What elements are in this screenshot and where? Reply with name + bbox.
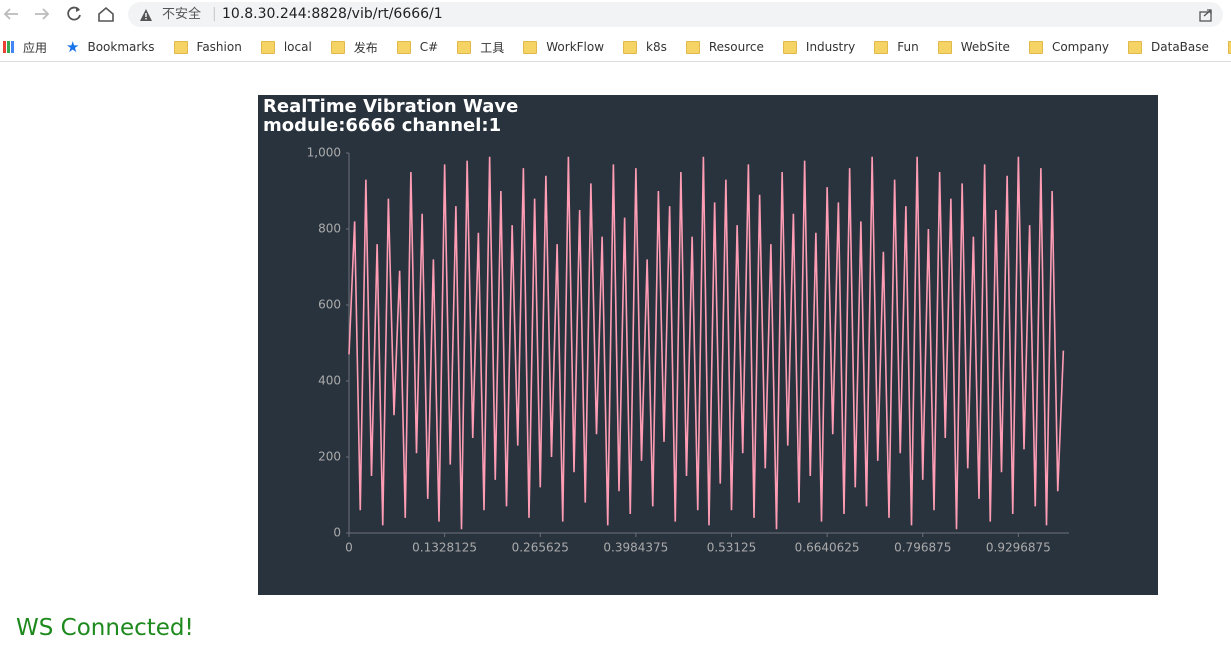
bookmark-label: DataBase bbox=[1151, 40, 1209, 54]
bookmark[interactable]: 应用 bbox=[3, 39, 47, 56]
bookmark-icon bbox=[874, 40, 889, 54]
bookmark-label: k8s bbox=[646, 40, 667, 54]
bookmark-label: WebSite bbox=[960, 40, 1010, 54]
bookmark[interactable]: local bbox=[260, 40, 312, 54]
chart-background bbox=[258, 95, 1158, 595]
bookmark[interactable]: Industry bbox=[782, 40, 856, 54]
bookmark[interactable]: C# bbox=[396, 40, 439, 54]
y-tick-label: 400 bbox=[318, 374, 341, 388]
x-tick-label: 0 bbox=[345, 541, 353, 555]
wave-line bbox=[348, 156, 1065, 530]
y-tick-label: 0 bbox=[333, 526, 341, 540]
bookmark[interactable]: DataBase bbox=[1128, 40, 1209, 54]
bookmark-label: C# bbox=[419, 40, 439, 54]
chart-subtitle: module:6666 channel:1 bbox=[263, 115, 501, 136]
bookmark[interactable]: 工具 bbox=[457, 39, 504, 56]
browser-toolbar: 不安全 | 10.8.30.244:8828/vib/rt/6666/1 bbox=[0, 0, 1231, 30]
bookmark[interactable]: Company bbox=[1028, 40, 1110, 54]
bookmark-icon bbox=[523, 40, 538, 54]
bookmark-icon bbox=[260, 40, 275, 54]
address-bar[interactable]: 不安全 | 10.8.30.244:8828/vib/rt/6666/1 bbox=[128, 2, 1223, 27]
x-tick-label: 0.3984375 bbox=[603, 541, 668, 555]
bookmark-label: Bookmarks bbox=[87, 40, 155, 54]
bookmark-icon bbox=[1128, 40, 1143, 54]
bookmark-label: 应用 bbox=[23, 40, 48, 55]
bookmark-label: Resource bbox=[708, 40, 764, 54]
bookmark-icon bbox=[457, 40, 472, 54]
x-tick-label: 0.265625 bbox=[512, 541, 569, 555]
x-tick-label: 0.1328125 bbox=[412, 541, 477, 555]
bookmark-label: 工具 bbox=[480, 40, 505, 55]
bookmarks-bar: 应用 ★ Bookmarks Fashion local 发布 C# 工具 WorkFlow k8… bbox=[0, 33, 1231, 62]
bookmark-label: Industry bbox=[805, 40, 856, 54]
share-icon[interactable] bbox=[1199, 8, 1213, 22]
bookmark-icon bbox=[330, 40, 345, 54]
bookmark[interactable]: Resource bbox=[685, 40, 764, 54]
bookmark-icon bbox=[173, 40, 188, 54]
bookmark[interactable]: Fun bbox=[874, 40, 919, 54]
url: 10.8.30.244:8828/vib/rt/6666/1 bbox=[222, 6, 443, 22]
y-tick-label: 200 bbox=[318, 450, 341, 464]
chart: RealTime Vibration Wave module:6666 chan… bbox=[258, 95, 1158, 595]
bookmark-icon bbox=[623, 40, 638, 54]
y-tick-label: 800 bbox=[318, 222, 341, 236]
bookmark-icon bbox=[3, 41, 15, 53]
security-label: 不安全 bbox=[162, 7, 202, 22]
x-tick-label: 0.796875 bbox=[894, 541, 951, 555]
x-tick-label: 0.9296875 bbox=[986, 541, 1051, 555]
bookmark[interactable]: Fashion bbox=[173, 40, 242, 54]
bookmark[interactable]: k8s bbox=[623, 40, 667, 54]
bookmark-label: Fashion bbox=[196, 40, 242, 54]
bookmark-label: WorkFlow bbox=[546, 40, 605, 54]
bookmark-label: Company bbox=[1051, 40, 1110, 54]
bookmark-icon bbox=[396, 40, 411, 54]
y-tick-label: 1,000 bbox=[307, 146, 341, 160]
bookmark[interactable]: 书 bbox=[1227, 39, 1231, 56]
bookmark-icon bbox=[1028, 40, 1043, 54]
bookmark[interactable]: WebSite bbox=[937, 40, 1010, 54]
nav-buttons[interactable] bbox=[0, 0, 125, 30]
bookmark-icon bbox=[782, 40, 797, 54]
ws-status: WS Connected! bbox=[16, 615, 194, 641]
y-tick-label: 600 bbox=[318, 298, 341, 312]
bookmark-icon bbox=[685, 40, 700, 54]
bookmark[interactable]: WorkFlow bbox=[523, 40, 604, 54]
warning-icon bbox=[140, 9, 152, 21]
bookmark-label: Fun bbox=[897, 40, 919, 54]
bookmark[interactable]: 发布 bbox=[330, 39, 378, 56]
x-tick-label: 0.6640625 bbox=[795, 541, 860, 555]
bookmark-label: 发布 bbox=[353, 40, 378, 55]
chart-title: RealTime Vibration Wave bbox=[263, 96, 518, 117]
bookmark-icon bbox=[937, 40, 952, 54]
bookmark-icon: ★ bbox=[66, 38, 80, 56]
bookmark-label: local bbox=[283, 40, 312, 54]
bookmark[interactable]: ★ Bookmarks bbox=[66, 38, 155, 56]
bookmark-icon bbox=[1227, 40, 1231, 54]
x-tick-label: 0.53125 bbox=[707, 541, 757, 555]
